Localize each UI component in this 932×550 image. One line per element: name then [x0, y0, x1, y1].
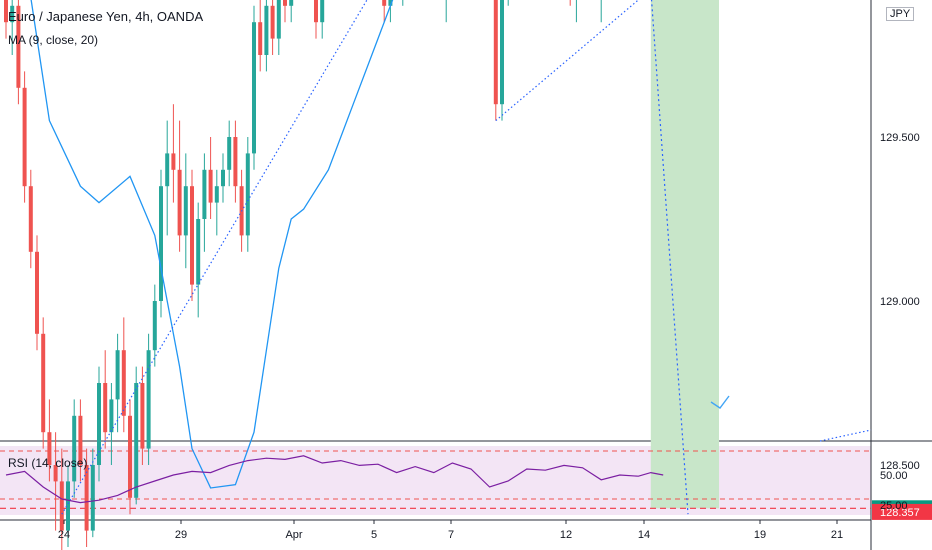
ma-line: [30, 0, 394, 489]
candle-0: [4, 0, 8, 23]
candles: [4, 0, 602, 550]
candle-18: [115, 350, 120, 400]
price-badge-box: [872, 503, 932, 520]
candle-28: [177, 169, 182, 236]
candle-42: [264, 5, 269, 56]
projection-arrowhead: [710, 395, 730, 409]
trendline-0: [61, 0, 368, 515]
candle-41: [258, 22, 263, 55]
time-tick-5: 5: [371, 529, 377, 541]
candle-33: [208, 169, 213, 203]
time-tick-24: 24: [58, 529, 70, 541]
rsi-tick-50.00: 50.00: [880, 470, 908, 482]
time-tick-19: 19: [754, 529, 766, 541]
candle-6: [41, 333, 46, 433]
candle-62: [388, 0, 393, 6]
rsi-tick-25.00: 25.00: [880, 500, 908, 512]
currency-badge[interactable]: JPY: [886, 7, 915, 21]
candle-2: [16, 5, 21, 88]
candle-35: [221, 169, 225, 187]
rsi-line: [5, 455, 664, 504]
trendline-1: [495, 0, 640, 122]
candle-15: [97, 383, 101, 465]
candle-9: [59, 481, 64, 531]
price-tick-129.000: 129.000: [880, 296, 920, 308]
price-tick-129.500: 129.500: [880, 132, 920, 144]
candle-20: [128, 415, 132, 498]
candle-16: [103, 383, 108, 433]
candle-25: [159, 186, 163, 301]
candle-79: [493, 0, 498, 105]
candle-32: [202, 169, 207, 219]
candle-46: [289, 0, 294, 6]
candle-24: [152, 301, 157, 351]
candle-27: [171, 153, 176, 170]
candle-36: [227, 137, 232, 170]
candle-37: [233, 137, 238, 187]
candle-31: [196, 219, 201, 285]
candle-29: [183, 186, 188, 236]
time-tick-Apr: Apr: [285, 529, 302, 541]
time-tick-7: 7: [448, 529, 454, 541]
candle-30: [190, 186, 194, 285]
candle-22: [140, 383, 145, 449]
price-badge-128.357[interactable]: 128.357: [872, 503, 932, 520]
symbol-title: Euro / Japanese Yen, 4h, OANDA: [8, 9, 204, 24]
time-tick-14: 14: [638, 529, 650, 541]
time-tick-29: 29: [175, 529, 187, 541]
candle-13: [84, 465, 89, 531]
candle-50: [314, 0, 318, 23]
candle-21: [134, 383, 139, 498]
candle-7: [47, 432, 52, 465]
candle-45: [283, 0, 287, 6]
candle-51: [320, 0, 325, 23]
take-profit-zone: [650, 0, 719, 509]
rsi-pane-background: [0, 446, 871, 515]
candle-10: [66, 481, 70, 531]
candle-23: [146, 350, 151, 449]
candle-43: [270, 5, 275, 39]
candle-1: [10, 5, 15, 23]
trendline-extension: [819, 429, 872, 442]
candle-61: [382, 0, 387, 6]
candle-34: [214, 186, 219, 203]
candle-8: [53, 465, 58, 482]
candle-12: [78, 415, 83, 465]
price-tick-128.500: 128.500: [880, 460, 920, 472]
candle-40: [252, 22, 256, 154]
candle-44: [276, 0, 281, 39]
ma-legend[interactable]: MA (9, close, 20): [8, 33, 99, 47]
candle-80: [500, 0, 504, 105]
candle-26: [165, 153, 170, 187]
time-tick-21: 21: [831, 529, 843, 541]
candle-3: [22, 87, 27, 187]
candle-19: [121, 350, 126, 416]
candle-39: [245, 153, 250, 236]
rsi-legend[interactable]: RSI (14, close): [8, 456, 88, 470]
candle-14: [90, 465, 95, 531]
candle-5: [35, 251, 39, 334]
candle-17: [109, 399, 114, 433]
candle-4: [28, 186, 33, 252]
candle-11: [72, 415, 77, 482]
price-badge-label: 128.357: [880, 507, 920, 519]
time-tick-12: 12: [560, 529, 572, 541]
